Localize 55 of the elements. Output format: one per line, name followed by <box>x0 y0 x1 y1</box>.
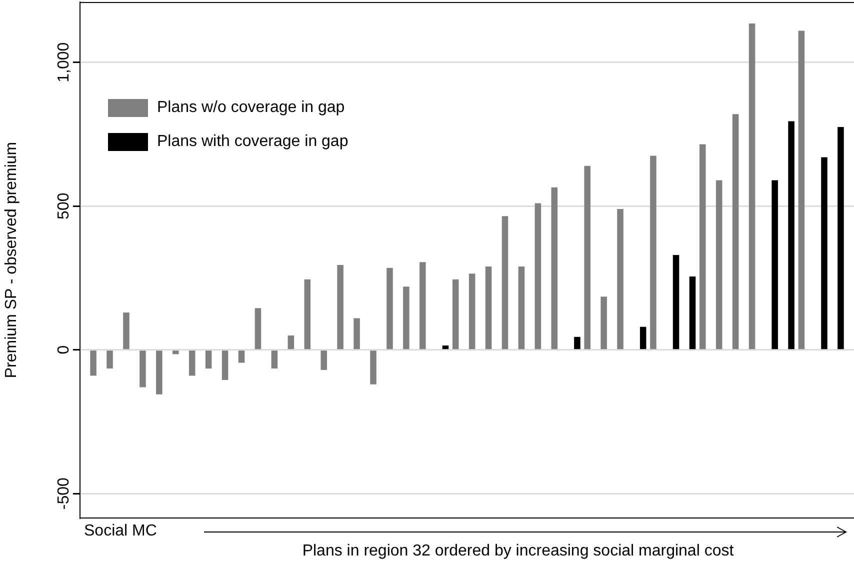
bar <box>732 114 739 350</box>
bar <box>106 350 113 369</box>
bar <box>650 156 656 350</box>
bar <box>188 350 196 376</box>
bar <box>640 326 646 350</box>
bar <box>748 24 756 350</box>
legend-label: Plans with coverage in gap <box>157 133 348 151</box>
bar <box>370 350 376 384</box>
bar <box>689 276 696 350</box>
bar <box>304 279 311 350</box>
bar <box>534 203 542 350</box>
bar <box>420 262 426 350</box>
y-tick-label: -500 <box>55 477 72 510</box>
bar <box>354 318 360 350</box>
bar <box>772 180 778 350</box>
bar <box>254 308 262 350</box>
bar <box>600 296 607 350</box>
bar <box>502 216 508 350</box>
bar <box>551 187 558 350</box>
bar <box>90 350 96 376</box>
bar <box>140 350 146 388</box>
bar <box>172 350 179 354</box>
bar <box>672 254 680 350</box>
y-tick-label: 0 <box>55 345 72 354</box>
bar <box>386 268 393 350</box>
bar <box>574 336 580 350</box>
bar <box>468 274 476 350</box>
x-axis-title: Plans in region 32 ordered by increasing social marginal cost <box>302 542 734 560</box>
bar <box>821 157 828 350</box>
bar <box>288 335 294 350</box>
bar <box>156 350 162 394</box>
bar <box>222 350 228 380</box>
bar <box>452 279 459 350</box>
legend-label: Plans w/o coverage in gap <box>157 99 345 117</box>
bar <box>123 312 130 350</box>
y-tick-label: 1,000 <box>55 42 72 82</box>
bar <box>584 166 590 350</box>
bar <box>205 350 212 369</box>
y-axis-title: Premium SP - observed premium <box>3 142 20 378</box>
bar <box>699 144 706 350</box>
text: Social MC <box>84 522 157 540</box>
bar <box>838 127 844 350</box>
bar <box>442 346 449 350</box>
bar <box>238 350 245 363</box>
bar <box>798 30 805 350</box>
bar <box>485 266 492 350</box>
bar <box>271 350 278 369</box>
bar <box>788 121 794 350</box>
bar <box>403 286 410 350</box>
bar <box>337 265 344 350</box>
y-tick-label: 500 <box>55 192 72 220</box>
bar <box>518 266 525 350</box>
bar <box>617 208 624 350</box>
bar <box>716 180 722 350</box>
bar <box>320 350 327 370</box>
